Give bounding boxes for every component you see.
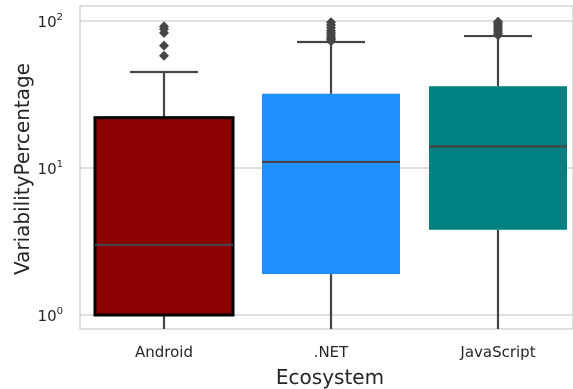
x-tick-labels: Android .NET JavaScript xyxy=(135,343,536,361)
y-tick-labels: 100 101 102 xyxy=(38,12,63,325)
y-axis-label: VariabilityPercentage xyxy=(10,63,34,275)
box-javascript xyxy=(429,16,567,329)
outlier-point xyxy=(326,17,336,28)
iqr-box xyxy=(262,93,400,275)
iqr-box xyxy=(93,116,235,317)
outlier-point xyxy=(159,21,169,32)
x-axis-label: Ecosystem xyxy=(276,365,384,389)
x-tick-label: .NET xyxy=(314,343,349,361)
x-tick-label: Android xyxy=(135,343,193,361)
outlier-point xyxy=(159,40,169,51)
y-tick-label: 102 xyxy=(38,12,63,31)
outlier-point xyxy=(159,50,169,61)
boxes-layer xyxy=(93,16,567,329)
iqr-box xyxy=(429,86,567,230)
outlier-point xyxy=(493,16,503,27)
y-tick-label: 101 xyxy=(38,159,63,178)
x-tick-label: JavaScript xyxy=(459,343,535,361)
box-android xyxy=(93,21,235,329)
plot-area-frame xyxy=(79,5,573,330)
box-net xyxy=(262,17,400,329)
y-tick-label: 100 xyxy=(38,306,63,325)
